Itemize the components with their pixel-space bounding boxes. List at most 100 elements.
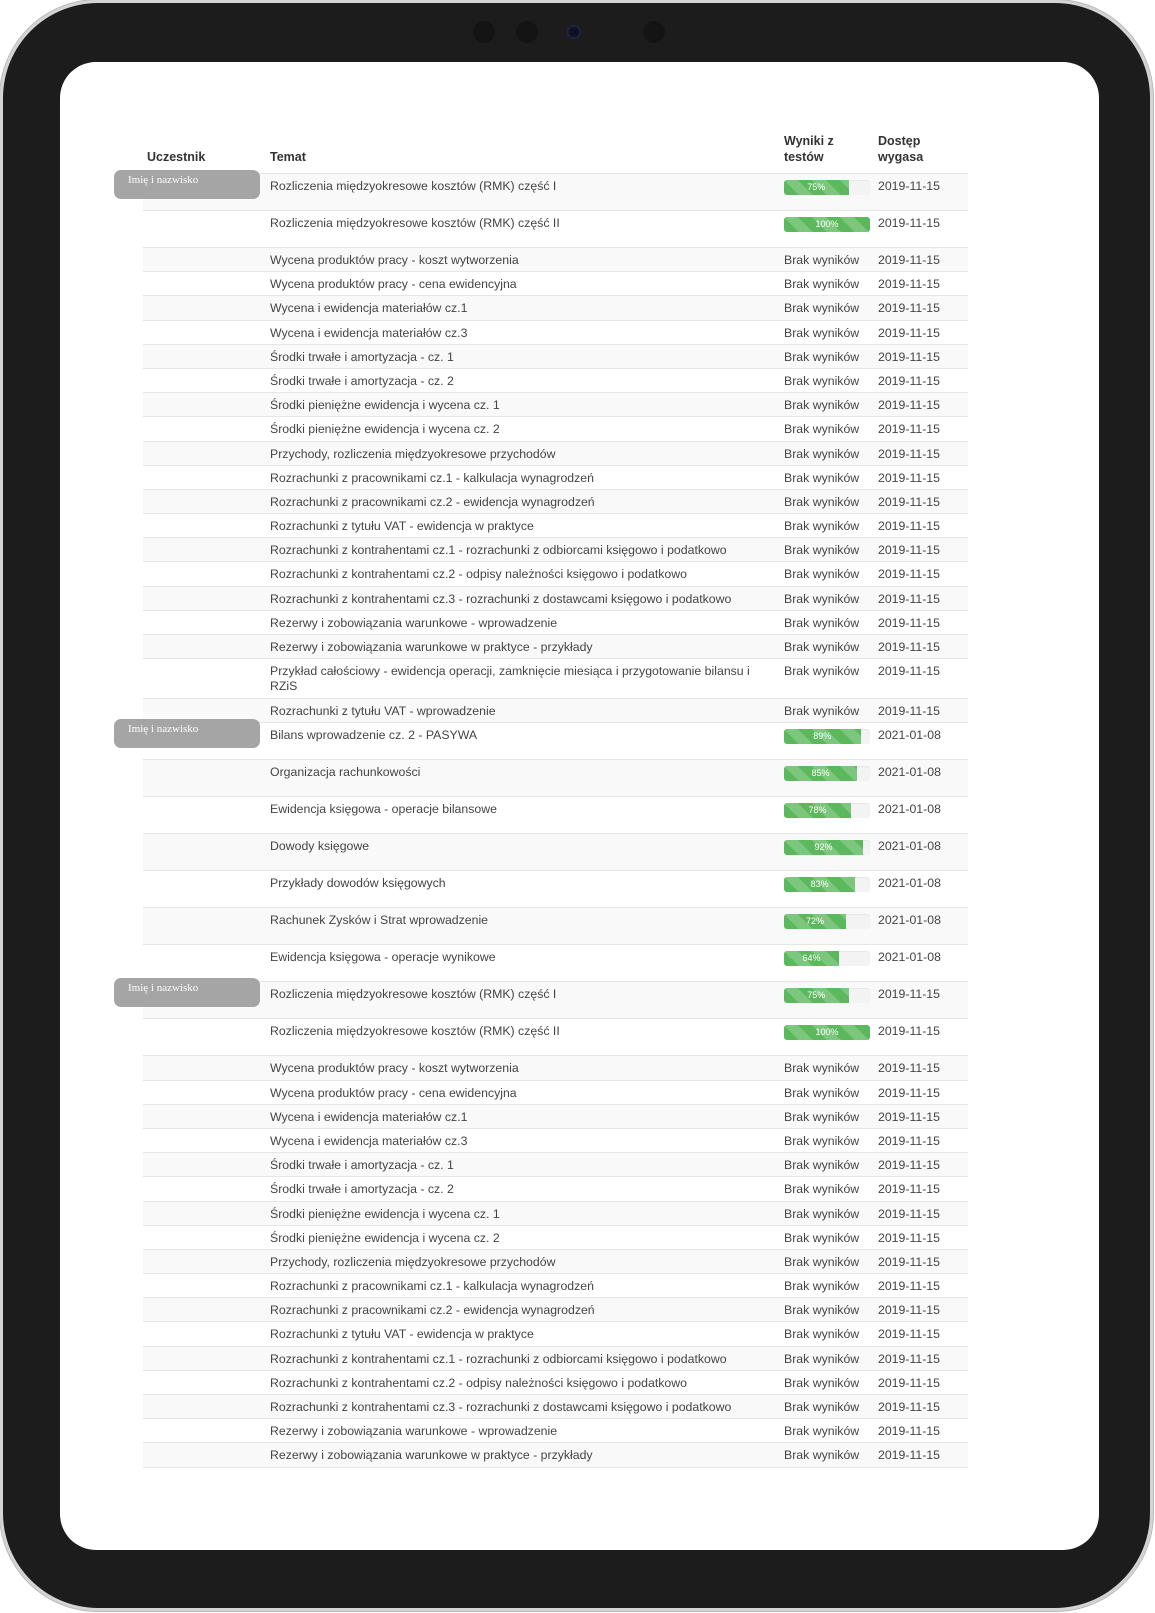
result-cell: Brak wyników <box>784 567 860 582</box>
topic-cell: Przychody, rozliczenia międzyokresowe pr… <box>270 1254 556 1269</box>
topic-cell: Rozrachunki z tytułu VAT - ewidencja w p… <box>270 1327 534 1342</box>
expiry-date-cell: 2019-11-15 <box>878 1133 940 1148</box>
expiry-date-cell: 2019-11-15 <box>878 277 940 292</box>
tablet-frame: Uczestnik Temat Wyniki z testów Dostęp w… <box>3 3 1150 1608</box>
topic-cell: Przykład całościowy - ewidencja operacji… <box>270 664 750 694</box>
topic-cell: Rozrachunki z tytułu VAT - wprowadzenie <box>270 704 496 719</box>
result-cell: Brak wyników <box>784 1448 860 1463</box>
header-results: Wyniki z testów <box>784 134 834 164</box>
result-cell: Brak wyników <box>784 398 860 413</box>
expiry-date-cell: 2019-11-15 <box>878 1024 940 1039</box>
expiry-date-cell: 2021-01-08 <box>878 876 941 891</box>
expiry-date-cell: 2019-11-15 <box>878 1061 940 1076</box>
result-cell: Brak wyników <box>784 1375 860 1390</box>
expiry-date-cell: 2021-01-08 <box>878 950 941 965</box>
result-cell: Brak wyników <box>784 1400 860 1414</box>
topic-cell: Przychody, rozliczenia międzyokresowe pr… <box>270 446 556 461</box>
table-row: Rozrachunki z tytułu VAT - ewidencja w p… <box>143 1321 968 1345</box>
results-table: Imię i nazwisko Rozliczenia międzyokresow… <box>114 170 968 1468</box>
expiry-date-cell: 2019-11-15 <box>878 1424 940 1439</box>
expiry-date-cell: 2021-01-08 <box>878 802 941 817</box>
topic-cell: Środki pieniężne ewidencja i wycena cz. … <box>270 1230 500 1245</box>
topic-cell: Środki trwałe i amortyzacja - cz. 1 <box>270 1158 454 1173</box>
topic-cell: Rezerwy i zobowiązania warunkowe w prakt… <box>270 1448 593 1463</box>
expiry-date-cell: 2019-11-15 <box>878 1327 940 1342</box>
table-row: Rozrachunki z pracownikami cz.1 - kalkul… <box>143 464 968 489</box>
table-row: Rozrachunki z kontrahentami cz.2 - odpis… <box>143 561 968 585</box>
table-row: Rezerwy i zobowiązania warunkowe w prakt… <box>143 634 968 659</box>
result-cell: Brak wyników <box>784 1254 860 1269</box>
table-row: Środki trwałe i amortyzacja - cz. 1 Brak … <box>143 1152 968 1177</box>
table-row: Środki trwałe i amortyzacja - cz. 2 Brak … <box>143 1176 968 1200</box>
result-cell: Brak wyników <box>784 349 860 364</box>
table-row: Rachunek Zysków i Strat wprowadzenie 72% 2… <box>143 907 968 945</box>
topic-cell: Środki pieniężne ewidencja i wycena cz. … <box>270 1206 500 1221</box>
expiry-date-cell: 2019-11-15 <box>878 179 940 193</box>
table-row: Rezerwy i zobowiązania warunkowe w prakt… <box>143 1442 968 1467</box>
participant-name-badge[interactable]: Imię i nazwisko <box>114 719 260 749</box>
sensor-icon <box>473 21 495 43</box>
score-progress-bar: 100% <box>784 217 870 232</box>
expiry-date-cell: 2019-11-15 <box>878 1279 940 1294</box>
topic-cell: Ewidencja księgowa - operacje bilansowe <box>270 802 497 817</box>
score-progress-bar: 100% <box>784 1025 870 1041</box>
header-participant: Uczestnik <box>147 150 206 164</box>
score-progress-fill: 64% <box>784 951 840 967</box>
score-progress-fill: 83% <box>784 877 856 893</box>
result-cell: Brak wyników <box>784 640 860 654</box>
result-cell: Brak wyników <box>784 325 860 340</box>
table-row: Rozrachunki z kontrahentami cz.3 - rozra… <box>143 1394 968 1419</box>
table-row: Przychody, rozliczenia międzyokresowe pr… <box>143 440 968 465</box>
expiry-date-cell: 2019-11-15 <box>878 591 940 606</box>
topic-cell: Rezerwy i zobowiązania warunkowe - wprow… <box>270 615 558 630</box>
result-cell: Brak wyników <box>784 422 860 437</box>
expiry-date-cell: 2019-11-15 <box>878 640 940 654</box>
sensor-icon <box>643 21 665 43</box>
topic-cell: Wycena produktów pracy - koszt wytworzen… <box>270 1061 519 1076</box>
score-progress-fill: 75% <box>784 180 849 195</box>
topic-cell: Środki trwałe i amortyzacja - cz. 2 <box>270 373 454 388</box>
expiry-date-cell: 2019-11-15 <box>878 1158 940 1173</box>
table-row: Dowody księgowe 92% 2021-01-08 <box>143 833 968 871</box>
table-row: Środki pieniężne ewidencja i wycena cz. … <box>143 1224 968 1249</box>
expiry-date-cell: 2021-01-08 <box>878 839 941 854</box>
topic-cell: Rozliczenia międzyokresowe kosztów (RMK)… <box>270 1024 560 1039</box>
expiry-date-cell: 2019-11-15 <box>878 704 940 719</box>
result-cell: Brak wyników <box>784 253 860 267</box>
score-progress-fill: 100% <box>784 217 870 232</box>
result-cell: Brak wyników <box>784 1424 860 1439</box>
expiry-date-cell: 2019-11-15 <box>878 567 940 582</box>
sensor-icon <box>516 21 538 43</box>
result-cell: Brak wyników <box>784 1085 860 1100</box>
expiry-date-cell: 2019-11-15 <box>878 1182 940 1197</box>
topic-cell: Rozliczenia międzyokresowe kosztów (RMK)… <box>270 216 560 230</box>
table-row: Rozrachunki z pracownikami cz.2 - ewiden… <box>143 1297 968 1322</box>
expiry-date-cell: 2021-01-08 <box>878 913 941 928</box>
topic-cell: Rozrachunki z kontrahentami cz.3 - rozra… <box>270 591 732 606</box>
topic-cell: Rozrachunki z kontrahentami cz.2 - odpis… <box>270 1375 687 1390</box>
table-row: Wycena produktów pracy - koszt wytworzen… <box>143 1055 968 1080</box>
table-row: Imię i nazwisko Rozliczenia międzyokresow… <box>114 170 968 210</box>
expiry-date-cell: 2019-11-15 <box>878 422 940 437</box>
participant-name-badge[interactable]: Imię i nazwisko <box>114 170 260 199</box>
expiry-date-cell: 2021-01-08 <box>878 765 941 780</box>
topic-cell: Środki pieniężne ewidencja i wycena cz. … <box>270 422 500 437</box>
topic-cell: Rozrachunki z pracownikami cz.1 - kalkul… <box>270 470 594 485</box>
topic-cell: Rozrachunki z kontrahentami cz.1 - rozra… <box>270 543 727 558</box>
table-row: Wycena i ewidencja materiałów cz.1 Brak w… <box>143 1103 968 1128</box>
topic-cell: Rachunek Zysków i Strat wprowadzenie <box>270 913 489 928</box>
topic-cell: Środki pieniężne ewidencja i wycena cz. … <box>270 398 500 413</box>
result-cell: Brak wyników <box>784 591 860 606</box>
table-row: Wycena i ewidencja materiałów cz.1 Brak w… <box>143 295 968 320</box>
expiry-date-cell: 2019-11-15 <box>878 987 940 1002</box>
table-end-divider <box>143 1466 968 1468</box>
score-progress-fill: 75% <box>784 988 849 1004</box>
table-row: Rozrachunki z kontrahentami cz.3 - rozra… <box>143 585 968 610</box>
participant-name-badge[interactable]: Imię i nazwisko <box>114 978 260 1008</box>
expiry-date-cell: 2019-11-15 <box>878 1230 940 1245</box>
topic-cell: Wycena produktów pracy - cena ewidencyjn… <box>270 277 517 292</box>
score-progress-bar: 92% <box>784 840 870 856</box>
topic-cell: Wycena produktów pracy - cena ewidencyjn… <box>270 1085 517 1100</box>
topic-cell: Rozrachunki z kontrahentami cz.1 - rozra… <box>270 1351 727 1366</box>
expiry-date-cell: 2019-11-15 <box>878 1351 940 1366</box>
